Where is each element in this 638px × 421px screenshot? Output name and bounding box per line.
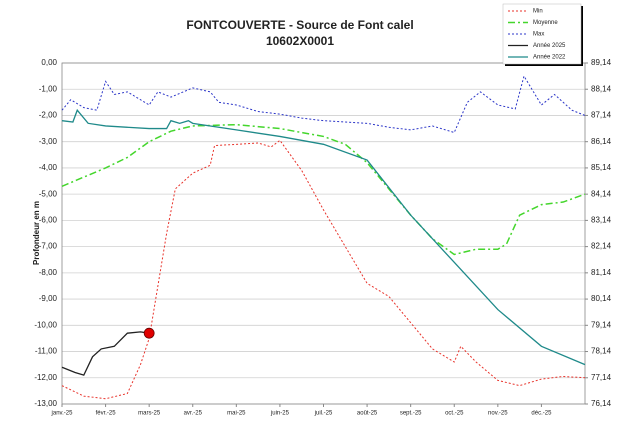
y2-tick-label: 88,14 [591, 84, 612, 93]
y-tick-label: -6,00 [39, 215, 58, 224]
y2-tick-label: 82,14 [591, 242, 612, 251]
y2-tick-label: 77,14 [591, 373, 612, 382]
y2-tick-label: 84,14 [591, 189, 612, 198]
series-line [61, 74, 586, 134]
x-tick-label: févr.-25 [96, 411, 117, 417]
y-tick-label: -4,00 [39, 163, 58, 172]
legend-label: Moyenne [533, 20, 558, 26]
y2-tick-label: 83,14 [591, 215, 612, 224]
x-tick-label: oct.-25 [445, 411, 464, 417]
y2-tick-label: 80,14 [591, 294, 612, 303]
series-line [61, 139, 586, 400]
y2-tick-label: 89,14 [591, 58, 612, 67]
x-tick-label: avr.-25 [184, 411, 203, 417]
x-tick-label: nov.-25 [488, 411, 508, 417]
chart-title: FONTCOUVERTE - Source de Font calel [186, 18, 413, 32]
series-line [61, 123, 586, 256]
legend-label: Année 2025 [533, 43, 566, 49]
series-line [61, 331, 150, 376]
y-tick-label: -11,00 [35, 347, 58, 356]
x-tick-label: sept.-25 [400, 411, 422, 417]
chart-subtitle: 10602X0001 [266, 34, 334, 48]
y-tick-label: -1,00 [39, 84, 58, 93]
legend-label: Min [533, 9, 543, 15]
y-tick-label: 0,00 [41, 58, 57, 67]
y-tick-label: -5,00 [39, 189, 58, 198]
y2-tick-label: 76,14 [591, 399, 612, 408]
y-tick-label: -10,00 [34, 320, 57, 329]
series-line [61, 108, 586, 366]
y-tick-label: -12,00 [34, 373, 57, 382]
y2-tick-label: 86,14 [591, 137, 612, 146]
last-point-marker [143, 327, 155, 339]
y2-tick-label: 87,14 [591, 111, 612, 120]
y2-tick-label: 78,14 [591, 347, 612, 356]
y2-tick-label: 85,14 [591, 163, 612, 172]
x-tick-label: août-25 [357, 411, 378, 417]
x-tick-label: juin-25 [270, 411, 290, 417]
plot-frame [61, 62, 586, 405]
x-tick-label: mars-25 [138, 411, 161, 417]
y-axis-label: Profondeur en m [32, 201, 41, 265]
y-tick-label: -9,00 [39, 294, 58, 303]
legend-label: Année 2022 [533, 55, 566, 61]
y2-tick-label: 81,14 [591, 268, 612, 277]
legend-label: Max [533, 32, 544, 38]
y-tick-label: -8,00 [39, 268, 58, 277]
y-tick-label: -3,00 [39, 137, 58, 146]
x-tick-label: janv.-25 [51, 411, 74, 417]
y-tick-label: -13,00 [34, 399, 57, 408]
y-tick-label: -2,00 [39, 111, 58, 120]
x-tick-label: juil.-25 [314, 411, 333, 417]
y-tick-label: -7,00 [39, 242, 58, 251]
y2-tick-label: 79,14 [591, 320, 612, 329]
x-tick-label: déc.-25 [531, 411, 552, 417]
x-tick-label: mai-25 [227, 411, 246, 417]
